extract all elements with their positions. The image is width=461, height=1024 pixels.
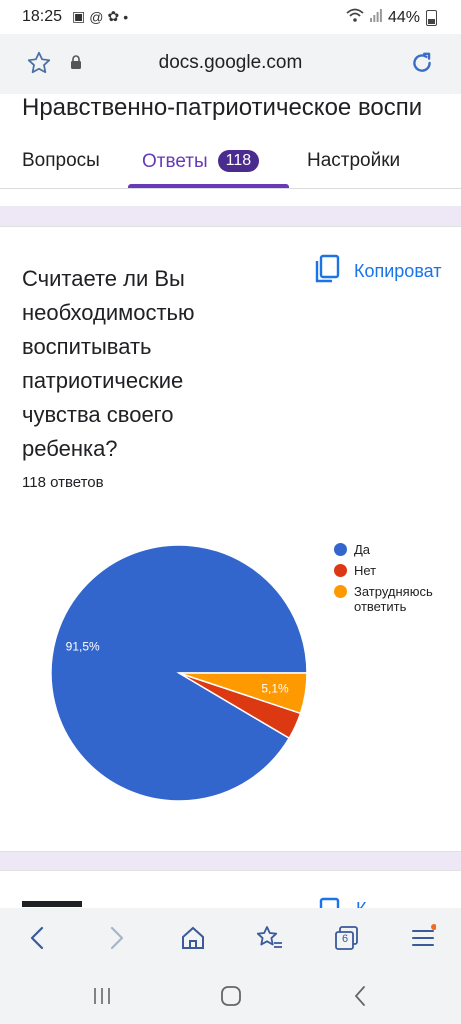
tab-responses[interactable]: Ответы 118 xyxy=(142,150,260,173)
chart-legend: Да Нет Затрудняюсь ответить xyxy=(334,542,444,620)
status-bar: 18:25 ▣ @ ✿ • 44% xyxy=(0,0,461,34)
pie-slice-2 xyxy=(178,672,308,715)
url-text[interactable]: docs.google.com xyxy=(158,52,303,73)
lock-icon[interactable] xyxy=(70,55,82,75)
legend-swatch xyxy=(334,585,347,598)
tab-responses-label: Ответы xyxy=(142,151,208,172)
legend-swatch xyxy=(334,543,347,556)
wifi-icon xyxy=(346,8,364,27)
battery-icon xyxy=(426,9,437,26)
gallery-icon: ▣ xyxy=(72,8,86,24)
form-tabs: Вопросы Ответы 118 Настройки xyxy=(0,140,461,189)
copy-label: Копироват xyxy=(354,261,442,281)
copy-chart-button[interactable]: Копироват xyxy=(314,254,442,289)
dot-icon: • xyxy=(123,8,129,25)
at-icon: @ xyxy=(89,8,104,25)
legend-label: Затрудняюсь ответить xyxy=(354,584,433,614)
menu-icon[interactable] xyxy=(410,924,437,957)
legend-swatch xyxy=(334,564,347,577)
pie-data-label-2: 5,1% xyxy=(261,682,289,696)
page-background xyxy=(0,206,461,226)
legend-item-no: Нет xyxy=(334,563,444,578)
tab-settings[interactable]: Настройки xyxy=(307,150,401,171)
signal-icon xyxy=(369,8,382,27)
legend-label: Да xyxy=(354,542,371,557)
pie-chart: 91,5% 5,1% xyxy=(50,544,308,802)
form-title: Нравственно-патриотическое воспи xyxy=(22,94,423,121)
system-back-icon[interactable] xyxy=(352,985,368,1012)
responses-count: 118 ответов xyxy=(22,474,104,491)
browser-url-bar: docs.google.com xyxy=(0,34,461,94)
home-button-icon[interactable] xyxy=(220,985,242,1012)
recent-apps-icon[interactable] xyxy=(92,986,112,1011)
legend-item-yes: Да xyxy=(334,542,444,557)
notification-icons: ▣ @ ✿ • xyxy=(72,8,128,25)
browser-bottom-bar: 6 xyxy=(0,908,461,968)
copy-icon xyxy=(314,254,340,289)
home-icon[interactable] xyxy=(179,924,207,957)
forward-icon[interactable] xyxy=(104,924,128,957)
bookmarks-icon[interactable] xyxy=(254,924,284,957)
battery-percent: 44% xyxy=(387,8,420,26)
bookmark-star-icon[interactable] xyxy=(26,50,52,81)
legend-item-unsure: Затрудняюсь ответить xyxy=(334,584,444,614)
app-icon: ✿ xyxy=(107,8,120,24)
page-background-lower xyxy=(0,850,461,870)
back-icon[interactable] xyxy=(26,924,50,957)
active-tab-indicator xyxy=(128,184,289,188)
tab-questions[interactable]: Вопросы xyxy=(22,150,100,171)
tabs-count: 6 xyxy=(342,933,349,945)
system-navigation-bar xyxy=(0,968,461,1024)
pie-data-label-0: 91,5% xyxy=(66,640,100,654)
reload-icon[interactable] xyxy=(409,50,435,81)
status-time: 18:25 xyxy=(22,8,63,25)
legend-label: Нет xyxy=(354,563,377,578)
tabs-icon[interactable]: 6 xyxy=(333,924,361,957)
next-question-title-peek xyxy=(22,901,82,907)
question-title: Считаете ли Вы необходимостью воспитыват… xyxy=(22,266,195,461)
next-copy-label[interactable]: К xyxy=(356,899,367,911)
responses-count-badge: 118 xyxy=(217,150,260,172)
next-question-card: К xyxy=(0,870,461,911)
